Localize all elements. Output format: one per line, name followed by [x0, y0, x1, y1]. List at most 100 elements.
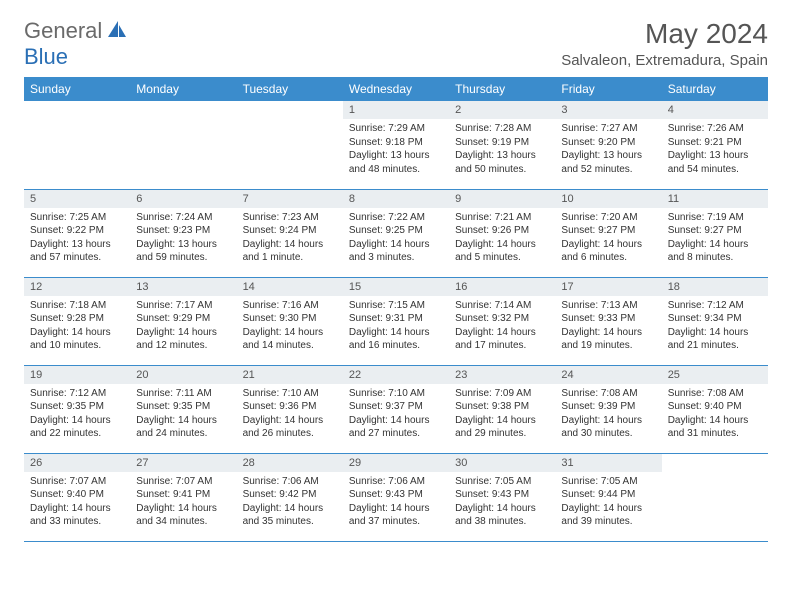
- daylight-line: Daylight: 14 hours and 35 minutes.: [243, 502, 337, 529]
- daylight-line: Daylight: 14 hours and 39 minutes.: [561, 502, 655, 529]
- sunset-line: Sunset: 9:41 PM: [136, 488, 230, 502]
- calendar-header-cell: Wednesday: [343, 77, 449, 101]
- daylight-line: Daylight: 14 hours and 14 minutes.: [243, 326, 337, 353]
- daylight-line: Daylight: 14 hours and 34 minutes.: [136, 502, 230, 529]
- day-details: Sunrise: 7:05 AMSunset: 9:43 PMDaylight:…: [449, 472, 555, 533]
- calendar-day-cell: 9Sunrise: 7:21 AMSunset: 9:26 PMDaylight…: [449, 189, 555, 277]
- day-details: Sunrise: 7:20 AMSunset: 9:27 PMDaylight:…: [555, 208, 661, 269]
- day-details: Sunrise: 7:17 AMSunset: 9:29 PMDaylight:…: [130, 296, 236, 357]
- sunrise-line: Sunrise: 7:06 AM: [349, 475, 443, 489]
- calendar-day-cell: 27Sunrise: 7:07 AMSunset: 9:41 PMDayligh…: [130, 453, 236, 541]
- sunset-line: Sunset: 9:42 PM: [243, 488, 337, 502]
- day-number: 31: [555, 454, 661, 472]
- day-details: Sunrise: 7:29 AMSunset: 9:18 PMDaylight:…: [343, 119, 449, 180]
- day-details: Sunrise: 7:19 AMSunset: 9:27 PMDaylight:…: [662, 208, 768, 269]
- sunrise-line: Sunrise: 7:22 AM: [349, 211, 443, 225]
- sunset-line: Sunset: 9:40 PM: [30, 488, 124, 502]
- calendar-day-cell: 5Sunrise: 7:25 AMSunset: 9:22 PMDaylight…: [24, 189, 130, 277]
- sunset-line: Sunset: 9:23 PM: [136, 224, 230, 238]
- calendar-day-cell: 30Sunrise: 7:05 AMSunset: 9:43 PMDayligh…: [449, 453, 555, 541]
- sunrise-line: Sunrise: 7:26 AM: [668, 122, 762, 136]
- day-number: 2: [449, 101, 555, 119]
- calendar-day-cell: 23Sunrise: 7:09 AMSunset: 9:38 PMDayligh…: [449, 365, 555, 453]
- sunset-line: Sunset: 9:44 PM: [561, 488, 655, 502]
- day-number: 17: [555, 278, 661, 296]
- sunset-line: Sunset: 9:40 PM: [668, 400, 762, 414]
- daylight-line: Daylight: 14 hours and 3 minutes.: [349, 238, 443, 265]
- calendar-day-cell: 21Sunrise: 7:10 AMSunset: 9:36 PMDayligh…: [237, 365, 343, 453]
- daylight-line: Daylight: 14 hours and 17 minutes.: [455, 326, 549, 353]
- daylight-line: Daylight: 13 hours and 48 minutes.: [349, 149, 443, 176]
- calendar-week-row: 5Sunrise: 7:25 AMSunset: 9:22 PMDaylight…: [24, 189, 768, 277]
- calendar-day-cell: 17Sunrise: 7:13 AMSunset: 9:33 PMDayligh…: [555, 277, 661, 365]
- logo-text-blue: Blue: [24, 44, 68, 69]
- calendar-day-cell: 19Sunrise: 7:12 AMSunset: 9:35 PMDayligh…: [24, 365, 130, 453]
- calendar-day-cell: 18Sunrise: 7:12 AMSunset: 9:34 PMDayligh…: [662, 277, 768, 365]
- sunrise-line: Sunrise: 7:08 AM: [668, 387, 762, 401]
- calendar-day-cell: 7 Sunrise: 7:23 AMSunset: 9:24 PMDaylight…: [237, 189, 343, 277]
- day-number: 24: [555, 366, 661, 384]
- sunset-line: Sunset: 9:19 PM: [455, 136, 549, 150]
- sunrise-line: Sunrise: 7:28 AM: [455, 122, 549, 136]
- day-number: 6: [130, 190, 236, 208]
- calendar-day-cell: [662, 453, 768, 541]
- sunrise-line: Sunrise: 7:10 AM: [349, 387, 443, 401]
- daylight-line: Daylight: 13 hours and 50 minutes.: [455, 149, 549, 176]
- sunrise-line: Sunrise: 7:17 AM: [136, 299, 230, 313]
- sunset-line: Sunset: 9:39 PM: [561, 400, 655, 414]
- sunset-line: Sunset: 9:26 PM: [455, 224, 549, 238]
- day-details: Sunrise: 7:14 AMSunset: 9:32 PMDaylight:…: [449, 296, 555, 357]
- day-number: 28: [237, 454, 343, 472]
- sunrise-line: Sunrise: 7:19 AM: [668, 211, 762, 225]
- daylight-line: Daylight: 14 hours and 38 minutes.: [455, 502, 549, 529]
- daylight-line: Daylight: 14 hours and 6 minutes.: [561, 238, 655, 265]
- day-number: 4: [662, 101, 768, 119]
- day-number: 21: [237, 366, 343, 384]
- calendar-day-cell: 14Sunrise: 7:16 AMSunset: 9:30 PMDayligh…: [237, 277, 343, 365]
- day-details: Sunrise: 7:11 AMSunset: 9:35 PMDaylight:…: [130, 384, 236, 445]
- calendar-header-row: SundayMondayTuesdayWednesdayThursdayFrid…: [24, 77, 768, 101]
- calendar-week-row: 1Sunrise: 7:29 AMSunset: 9:18 PMDaylight…: [24, 101, 768, 189]
- sunset-line: Sunset: 9:27 PM: [668, 224, 762, 238]
- daylight-line: Daylight: 14 hours and 16 minutes.: [349, 326, 443, 353]
- sunset-line: Sunset: 9:38 PM: [455, 400, 549, 414]
- sunrise-line: Sunrise: 7:05 AM: [455, 475, 549, 489]
- sunset-line: Sunset: 9:21 PM: [668, 136, 762, 150]
- sunrise-line: Sunrise: 7:21 AM: [455, 211, 549, 225]
- sunrise-line: Sunrise: 7:12 AM: [668, 299, 762, 313]
- sunrise-line: Sunrise: 7:23 AM: [243, 211, 337, 225]
- calendar-day-cell: 16Sunrise: 7:14 AMSunset: 9:32 PMDayligh…: [449, 277, 555, 365]
- day-details: Sunrise: 7:28 AMSunset: 9:19 PMDaylight:…: [449, 119, 555, 180]
- sunset-line: Sunset: 9:24 PM: [243, 224, 337, 238]
- day-number: 3: [555, 101, 661, 119]
- sunset-line: Sunset: 9:25 PM: [349, 224, 443, 238]
- sunrise-line: Sunrise: 7:24 AM: [136, 211, 230, 225]
- calendar-body: 1Sunrise: 7:29 AMSunset: 9:18 PMDaylight…: [24, 101, 768, 541]
- sunset-line: Sunset: 9:29 PM: [136, 312, 230, 326]
- sunset-line: Sunset: 9:30 PM: [243, 312, 337, 326]
- daylight-line: Daylight: 14 hours and 1 minute.: [243, 238, 337, 265]
- sunset-line: Sunset: 9:22 PM: [30, 224, 124, 238]
- title-location: Salvaleon, Extremadura, Spain: [561, 52, 768, 69]
- day-number: 5: [24, 190, 130, 208]
- daylight-line: Daylight: 14 hours and 33 minutes.: [30, 502, 124, 529]
- calendar-day-cell: [130, 101, 236, 189]
- sunrise-line: Sunrise: 7:27 AM: [561, 122, 655, 136]
- sunrise-line: Sunrise: 7:29 AM: [349, 122, 443, 136]
- day-details: Sunrise: 7:08 AMSunset: 9:40 PMDaylight:…: [662, 384, 768, 445]
- day-number: 27: [130, 454, 236, 472]
- sunset-line: Sunset: 9:31 PM: [349, 312, 443, 326]
- day-number: 23: [449, 366, 555, 384]
- daylight-line: Daylight: 13 hours and 59 minutes.: [136, 238, 230, 265]
- sunrise-line: Sunrise: 7:10 AM: [243, 387, 337, 401]
- daylight-line: Daylight: 14 hours and 21 minutes.: [668, 326, 762, 353]
- calendar-header-cell: Sunday: [24, 77, 130, 101]
- day-number: 7: [237, 190, 343, 208]
- daylight-line: Daylight: 14 hours and 29 minutes.: [455, 414, 549, 441]
- day-number: 1: [343, 101, 449, 119]
- day-number: 13: [130, 278, 236, 296]
- day-number: 8: [343, 190, 449, 208]
- day-number: 20: [130, 366, 236, 384]
- daylight-line: Daylight: 14 hours and 24 minutes.: [136, 414, 230, 441]
- day-number: 18: [662, 278, 768, 296]
